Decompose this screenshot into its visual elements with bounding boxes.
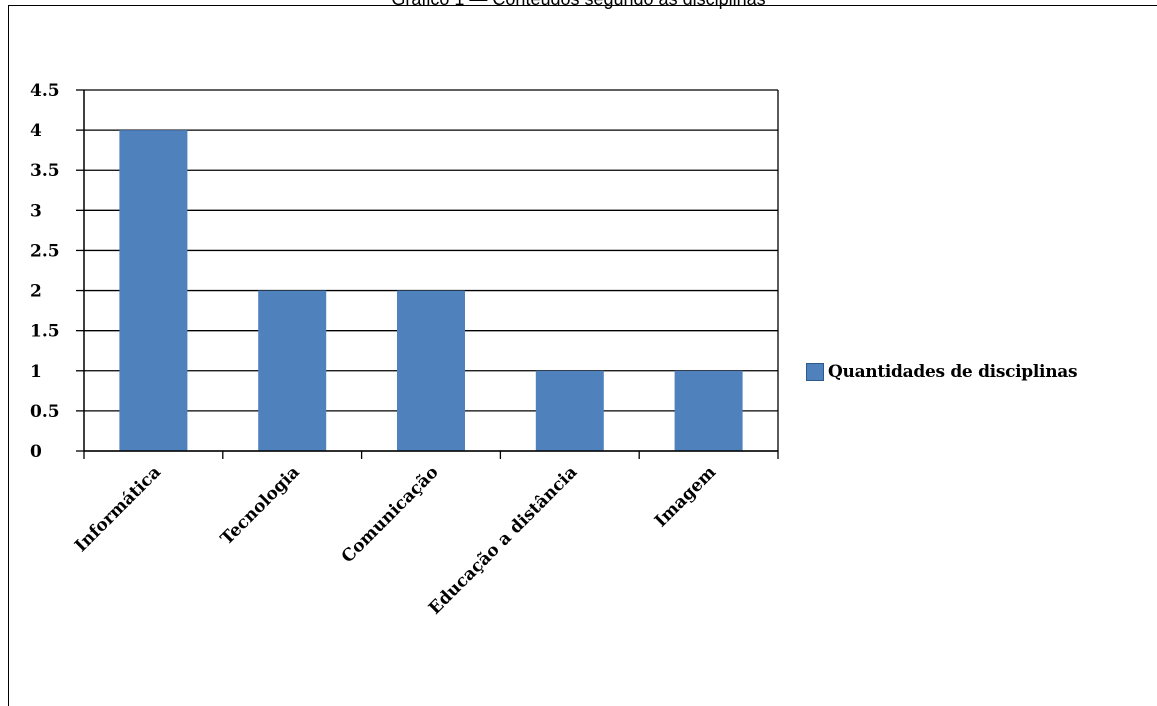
legend: Quantidades de disciplinas [806,362,1078,382]
legend-label: Quantidades de disciplinas [828,362,1078,382]
y-tick-label: 4.5 [30,81,60,101]
y-tick-label: 3 [30,201,42,221]
y-tick-label: 0.5 [30,402,60,422]
figure-frame [8,5,1157,706]
y-tick-label: 0 [30,442,42,462]
y-tick-label: 2.5 [30,241,60,261]
x-category-label: Imagem [651,462,720,531]
bar-2 [258,290,327,451]
y-tick-label: 1.5 [30,322,60,342]
y-tick-label: 1 [30,362,42,382]
figure-caption: Gráfico 1 — Conteúdos segundo as discipl… [0,0,1157,10]
bar-4 [535,370,604,451]
bar-3 [397,290,465,451]
y-tick-label: 3.5 [30,161,60,181]
axes [76,89,779,459]
bar-5 [674,370,743,451]
bar-chart: 0 0.5 1 1.5 2 2.5 3 3.5 4 4.5 Informática Tecnologi… [30,81,779,619]
x-category-label: Educação a distância [425,462,581,618]
legend-swatch [806,363,824,381]
bars [119,130,743,451]
y-tick-label: 4 [30,121,42,141]
bar-1 [119,130,188,451]
x-category-label: Comunicação [338,462,443,567]
x-category-label: Informática [71,462,165,556]
x-category-label: Tecnologia [217,462,304,549]
y-tick-label: 2 [30,282,42,302]
